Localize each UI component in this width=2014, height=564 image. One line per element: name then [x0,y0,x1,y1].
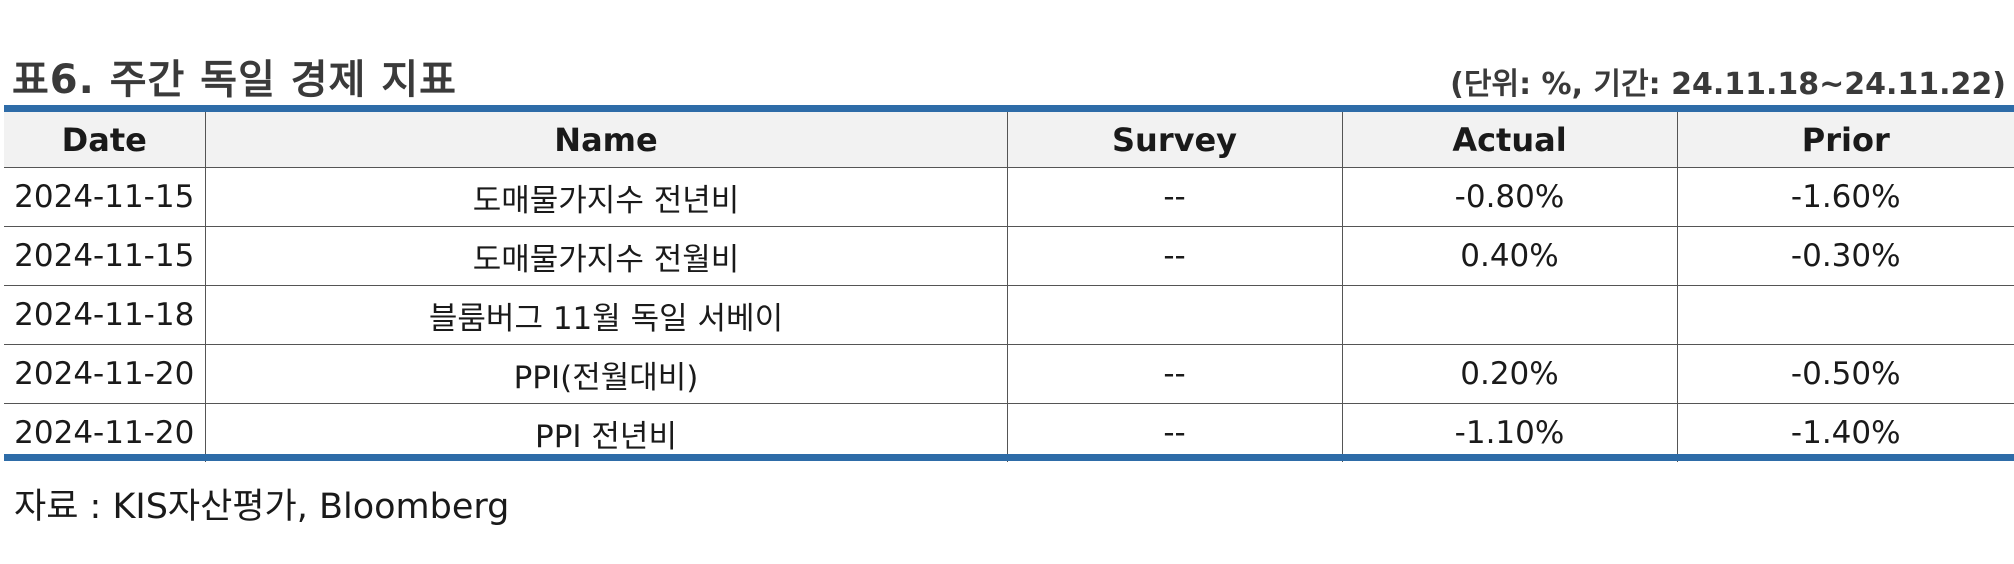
title-row: 표6. 주간 독일 경제 지표 (단위: %, 기간: 24.11.18~24.… [12,48,2006,100]
cell-prior: -1.40% [1676,403,2014,462]
table-row: 2024-11-20 PPI 전년비 -- -1.10% -1.40% [4,403,2014,462]
column-header-name: Name [204,112,1007,168]
cell-date: 2024-11-15 [4,167,205,227]
cell-prior: -0.50% [1676,344,2014,404]
cell-date: 2024-11-15 [4,226,205,286]
source-note: 자료 : KIS자산평가, Bloomberg [14,487,510,527]
cell-name: PPI(전월대비) [204,344,1007,404]
cell-date: 2024-11-18 [4,285,205,345]
cell-name: PPI 전년비 [204,403,1007,462]
cell-survey: -- [1006,226,1342,286]
table-title: 표6. 주간 독일 경제 지표 [12,57,457,103]
cell-actual: 0.20% [1341,344,1677,404]
bottom-rule [4,454,2014,461]
table-row: 2024-11-15 도매물가지수 전년비 -- -0.80% -1.60% [4,167,2014,227]
cell-name: 도매물가지수 전월비 [204,226,1007,286]
cell-name: 도매물가지수 전년비 [204,167,1007,227]
cell-survey: -- [1006,344,1342,404]
column-header-date: Date [4,112,205,168]
cell-survey: -- [1006,403,1342,462]
cell-prior: -1.60% [1676,167,2014,227]
column-header-actual: Actual [1341,112,1677,168]
cell-prior [1676,285,2014,345]
cell-date: 2024-11-20 [4,344,205,404]
table-row: 2024-11-15 도매물가지수 전월비 -- 0.40% -0.30% [4,226,2014,286]
top-rule [4,105,2014,112]
table-row: 2024-11-20 PPI(전월대비) -- 0.20% -0.50% [4,344,2014,404]
cell-date: 2024-11-20 [14,415,195,451]
cell-prior: -0.30% [1676,226,2014,286]
cell-actual: 0.40% [1341,226,1677,286]
table-header-row: Date Name Survey Actual Prior [4,112,2014,168]
column-header-prior: Prior [1676,112,2014,168]
cell-actual: -1.10% [1341,403,1677,462]
column-header-survey: Survey [1006,112,1342,168]
cell-survey [1006,285,1342,345]
unit-period-note: (단위: %, 기간: 24.11.18~24.11.22) [1450,67,2006,102]
cell-name: 블룸버그 11월 독일 서베이 [204,285,1007,345]
cell-survey: -- [1006,167,1342,227]
economic-indicators-table: Date Name Survey Actual Prior 2024-11-15… [4,112,2014,462]
table-row: 2024-11-18 블룸버그 11월 독일 서베이 [4,285,2014,345]
cell-actual: -0.80% [1341,167,1677,227]
cell-actual [1341,285,1677,345]
